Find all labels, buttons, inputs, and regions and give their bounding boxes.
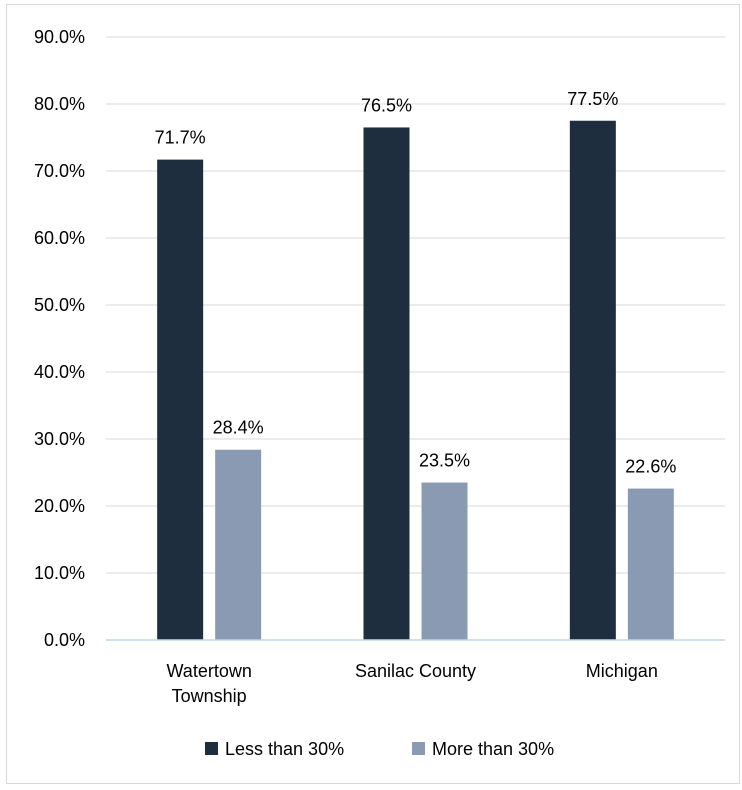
data-label: 76.5% [361,95,412,115]
bar-chart: 0.0% 10.0% 20.0% 30.0% 40.0% 50.0% 60.0% 70.0% 8… [34,27,725,759]
y-tick-label: 50.0% [34,295,85,315]
data-label: 77.5% [567,89,618,109]
y-tick-label: 60.0% [34,228,85,248]
y-tick-label: 30.0% [34,429,85,449]
category-label: Watertown Township [166,661,251,706]
chart-frame: 0.0% 10.0% 20.0% 30.0% 40.0% 50.0% 60.0% 70.0% 8… [6,4,740,784]
category-labels: Watertown Township Sanilac County Michigan [166,661,657,706]
gridlines [106,36,725,574]
y-tick-label: 40.0% [34,362,85,382]
y-tick-label: 20.0% [34,496,85,516]
bars [157,120,674,641]
category-label-line: Watertown [166,661,251,681]
category-label-line: Michigan [586,661,658,681]
y-tick-label: 90.0% [34,27,85,47]
y-tick-label: 10.0% [34,563,85,583]
category-label: Michigan [586,661,658,681]
legend-item: More than 30% [412,739,554,759]
y-tick-label: 80.0% [34,94,85,114]
y-tick-label: 0.0% [44,630,85,650]
legend-swatch [205,742,218,755]
legend: Less than 30% More than 30% [205,739,554,759]
category-label-line: Sanilac County [355,661,476,681]
data-labels: 71.7% 28.4% 76.5% 23.5% 77.5% 22.6% [155,89,677,477]
category-label: Sanilac County [355,661,476,681]
data-label: 28.4% [213,418,264,438]
bar [363,127,410,640]
legend-swatch [412,742,425,755]
data-label: 71.7% [155,128,206,148]
bar [569,120,616,640]
bar [215,449,262,640]
legend-label: More than 30% [432,739,554,759]
y-tick-labels: 0.0% 10.0% 20.0% 30.0% 40.0% 50.0% 60.0% 70.0% 8… [34,27,85,650]
legend-item: Less than 30% [205,739,344,759]
data-label: 23.5% [419,451,470,471]
category-label-line: Township [172,686,247,706]
bar [627,488,674,640]
data-label: 22.6% [625,457,676,477]
y-tick-label: 70.0% [34,161,85,181]
legend-label: Less than 30% [225,739,344,759]
bar [157,159,204,641]
bar [421,482,468,640]
